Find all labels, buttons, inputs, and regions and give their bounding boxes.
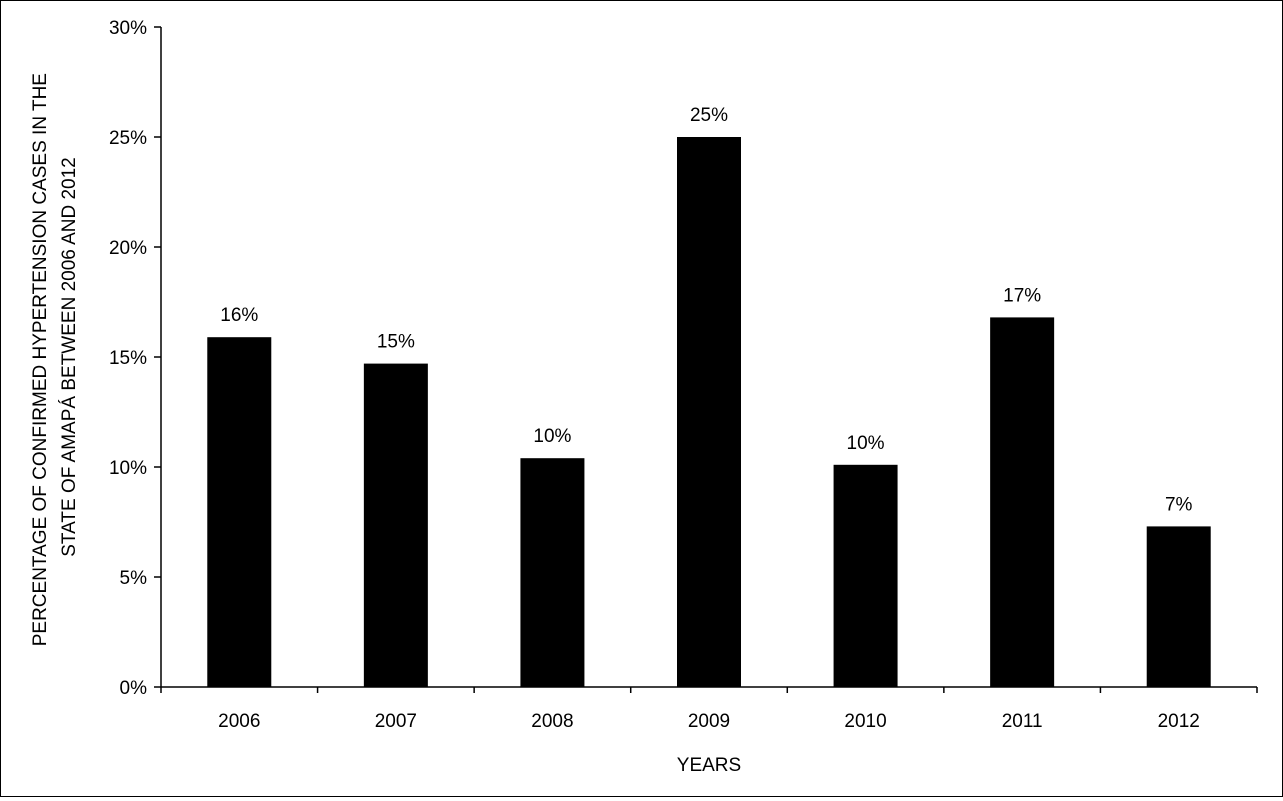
y-axis-title-line-2: STATE OF AMAPÁ BETWEEN 2006 AND 2012 [59,157,80,557]
bar-2006 [207,337,272,687]
x-tick-label-2007: 2007 [375,711,417,732]
bar-2012 [1146,526,1211,687]
y-axis-title: PERCENTAGE OF CONFIRMED HYPERTENSION CAS… [30,68,80,647]
data-label-2009: 25% [690,105,728,126]
y-ticks: 0% 5% 10% 15% 20% 25% 30% [109,18,161,699]
bar-2011 [990,317,1055,687]
x-tick-label-2010: 2010 [844,711,886,732]
y-tick-label: 0% [120,678,148,699]
y-axis-title-line-1: PERCENTAGE OF CONFIRMED HYPERTENSION CAS… [30,73,51,646]
x-tick-label-2009: 2009 [688,711,730,732]
bars [207,137,1211,687]
bar-2007 [363,363,428,687]
x-ticks [160,687,1258,693]
x-tick-label-2011: 2011 [1002,711,1043,732]
data-label-2010: 10% [847,433,885,454]
y-tick-label: 25% [109,128,147,149]
y-tick-label: 30% [109,18,147,39]
x-tick-label-2006: 2006 [218,711,260,732]
x-tick-label-2012: 2012 [1158,711,1200,732]
y-tick-label: 10% [109,458,147,479]
bar-2008 [520,458,585,687]
y-tick-label: 15% [109,348,147,369]
data-label-2012: 7% [1165,494,1193,515]
y-tick-label: 20% [109,238,147,259]
bar-2009 [677,137,741,687]
bar-2010 [833,464,898,687]
data-labels: 16% 15% 10% 25% 10% 17% 7% [220,105,1192,515]
data-label-2011: 17% [1003,285,1041,306]
x-axis-title: YEARS [677,755,741,776]
y-tick-label: 5% [120,568,148,589]
data-label-2007: 15% [377,332,415,353]
x-tick-label-2008: 2008 [531,711,573,732]
data-label-2006: 16% [220,305,258,326]
data-label-2008: 10% [533,426,571,447]
x-category-labels: 2006 2007 2008 2009 2010 2011 2012 [218,711,1200,732]
